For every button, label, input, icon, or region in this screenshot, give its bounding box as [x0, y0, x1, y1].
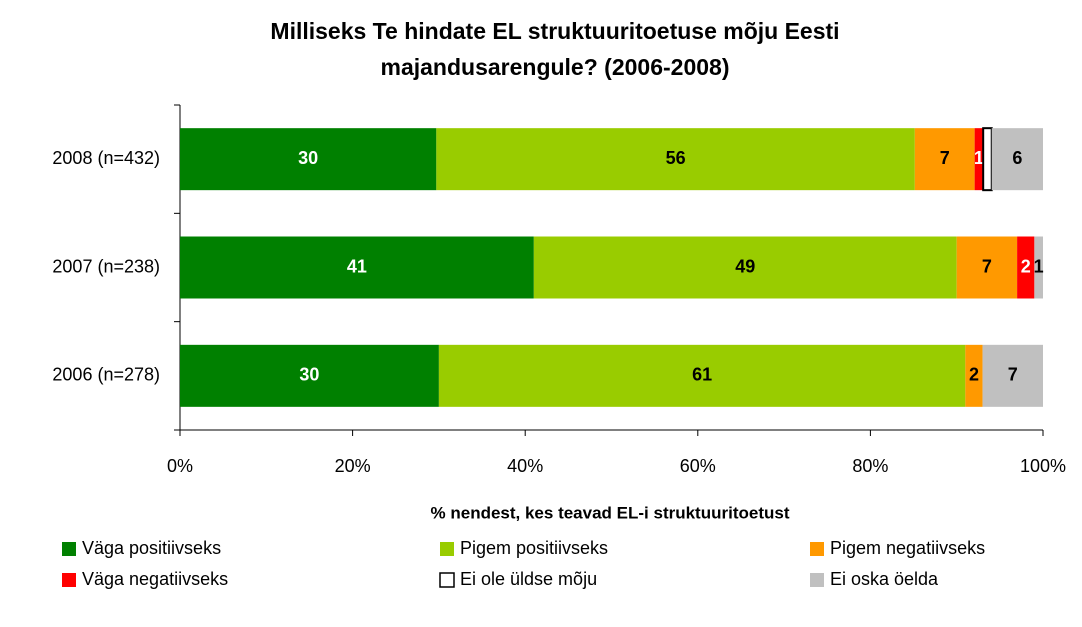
x-tick-label: 100% [1020, 456, 1066, 476]
legend-swatch [810, 542, 824, 556]
bar-segment [436, 128, 915, 191]
legend-swatch [62, 573, 76, 587]
y-tick-label: 2006 (n=278) [52, 365, 160, 385]
value-label: 6 [1012, 148, 1022, 168]
bar-segment [180, 236, 534, 299]
value-label: 7 [982, 256, 992, 276]
bar-segment [533, 236, 957, 299]
legend-label: Väga positiivseks [82, 538, 221, 558]
bar-segment [974, 128, 984, 191]
value-label: 1 [1034, 256, 1044, 276]
chart-title: majandusarengule? (2006-2008) [381, 54, 730, 80]
value-label: 2 [1021, 256, 1031, 276]
value-label: 61 [692, 365, 712, 385]
legend-label: Ei oska öelda [830, 569, 939, 589]
bar-segment [180, 344, 439, 407]
legend-label: Ei ole üldse mõju [460, 569, 597, 589]
x-tick-label: 0% [167, 456, 193, 476]
value-label: 1 [974, 148, 984, 168]
bar-segment [1034, 236, 1043, 299]
chart-title: Milliseks Te hindate EL struktuuritoetus… [270, 18, 839, 44]
value-label: 30 [298, 148, 318, 168]
value-label: 41 [347, 256, 367, 276]
bar-segment [982, 127, 993, 192]
bar-segment [956, 236, 1018, 299]
y-tick-label: 2008 (n=432) [52, 148, 160, 168]
legend-label: Väga negatiivseks [82, 569, 228, 589]
legend-swatch [810, 573, 824, 587]
legend-swatch [439, 572, 455, 588]
x-tick-label: 60% [680, 456, 716, 476]
bar-segment [438, 344, 966, 407]
bar-segment [1017, 236, 1035, 299]
x-axis-label: % nendest, kes teavad EL-i struktuuritoe… [431, 503, 790, 522]
bar-segment [965, 344, 983, 407]
bar-segment [982, 344, 1043, 407]
legend-label: Pigem positiivseks [460, 538, 608, 558]
x-tick-label: 20% [335, 456, 371, 476]
value-label: 56 [666, 148, 686, 168]
value-label: 2 [969, 365, 979, 385]
value-label: 7 [1008, 365, 1018, 385]
x-tick-label: 40% [507, 456, 543, 476]
value-label: 30 [299, 365, 319, 385]
bar-segment [180, 128, 437, 191]
x-tick-label: 80% [852, 456, 888, 476]
bar-segment [914, 128, 975, 191]
legend-swatch [440, 542, 454, 556]
legend-swatch [62, 542, 76, 556]
y-tick-label: 2007 (n=238) [52, 256, 160, 276]
legend-label: Pigem negatiivseks [830, 538, 985, 558]
bar-segment [991, 128, 1043, 191]
value-label: 49 [735, 256, 755, 276]
value-label: 7 [940, 148, 950, 168]
